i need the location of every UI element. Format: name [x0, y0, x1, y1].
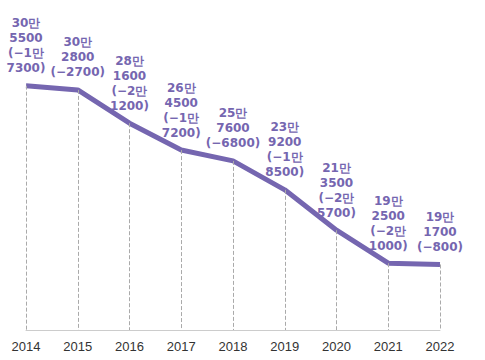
svg-text:7300): 7300)	[7, 61, 46, 75]
svg-text:1200): 1200)	[110, 99, 149, 113]
svg-text:30만: 30만	[63, 35, 92, 49]
svg-text:2017: 2017	[167, 339, 196, 354]
svg-text:7200): 7200)	[162, 126, 201, 140]
svg-text:2800: 2800	[61, 50, 94, 64]
svg-text:2020: 2020	[322, 339, 351, 354]
svg-text:2015: 2015	[63, 339, 92, 354]
svg-text:19만: 19만	[374, 194, 403, 208]
svg-text:2014: 2014	[12, 339, 41, 354]
svg-text:26만: 26만	[167, 81, 196, 95]
svg-text:2022: 2022	[426, 339, 455, 354]
svg-text:21만: 21만	[322, 161, 351, 175]
svg-text:5700): 5700)	[317, 206, 356, 220]
svg-text:1700: 1700	[423, 225, 456, 239]
svg-text:28만: 28만	[115, 54, 144, 68]
svg-text:(−2700): (−2700)	[51, 65, 105, 79]
svg-text:19만: 19만	[426, 210, 455, 224]
svg-text:30만: 30만	[12, 16, 41, 30]
svg-text:(−1만: (−1만	[267, 150, 303, 164]
svg-text:(−800): (−800)	[417, 240, 463, 254]
svg-text:2019: 2019	[270, 339, 299, 354]
svg-text:23만: 23만	[270, 120, 299, 134]
svg-text:4500: 4500	[165, 96, 198, 110]
svg-text:3500: 3500	[320, 176, 353, 190]
svg-text:8500): 8500)	[265, 165, 304, 179]
svg-text:2016: 2016	[115, 339, 144, 354]
svg-text:(−6800): (−6800)	[206, 136, 260, 150]
svg-text:25만: 25만	[219, 106, 248, 120]
svg-text:2018: 2018	[219, 339, 248, 354]
svg-text:2500: 2500	[372, 209, 405, 223]
svg-text:(−2만: (−2만	[370, 224, 406, 238]
svg-text:1000): 1000)	[369, 239, 408, 253]
svg-text:(−2만: (−2만	[319, 191, 355, 205]
svg-text:(−1만: (−1만	[8, 46, 44, 60]
svg-text:2021: 2021	[374, 339, 403, 354]
svg-text:1600: 1600	[113, 69, 146, 83]
svg-text:(−1만: (−1만	[163, 111, 199, 125]
svg-text:(−2만: (−2만	[112, 84, 148, 98]
svg-text:5500: 5500	[9, 31, 42, 45]
svg-text:7600: 7600	[216, 121, 249, 135]
svg-text:9200: 9200	[268, 135, 301, 149]
